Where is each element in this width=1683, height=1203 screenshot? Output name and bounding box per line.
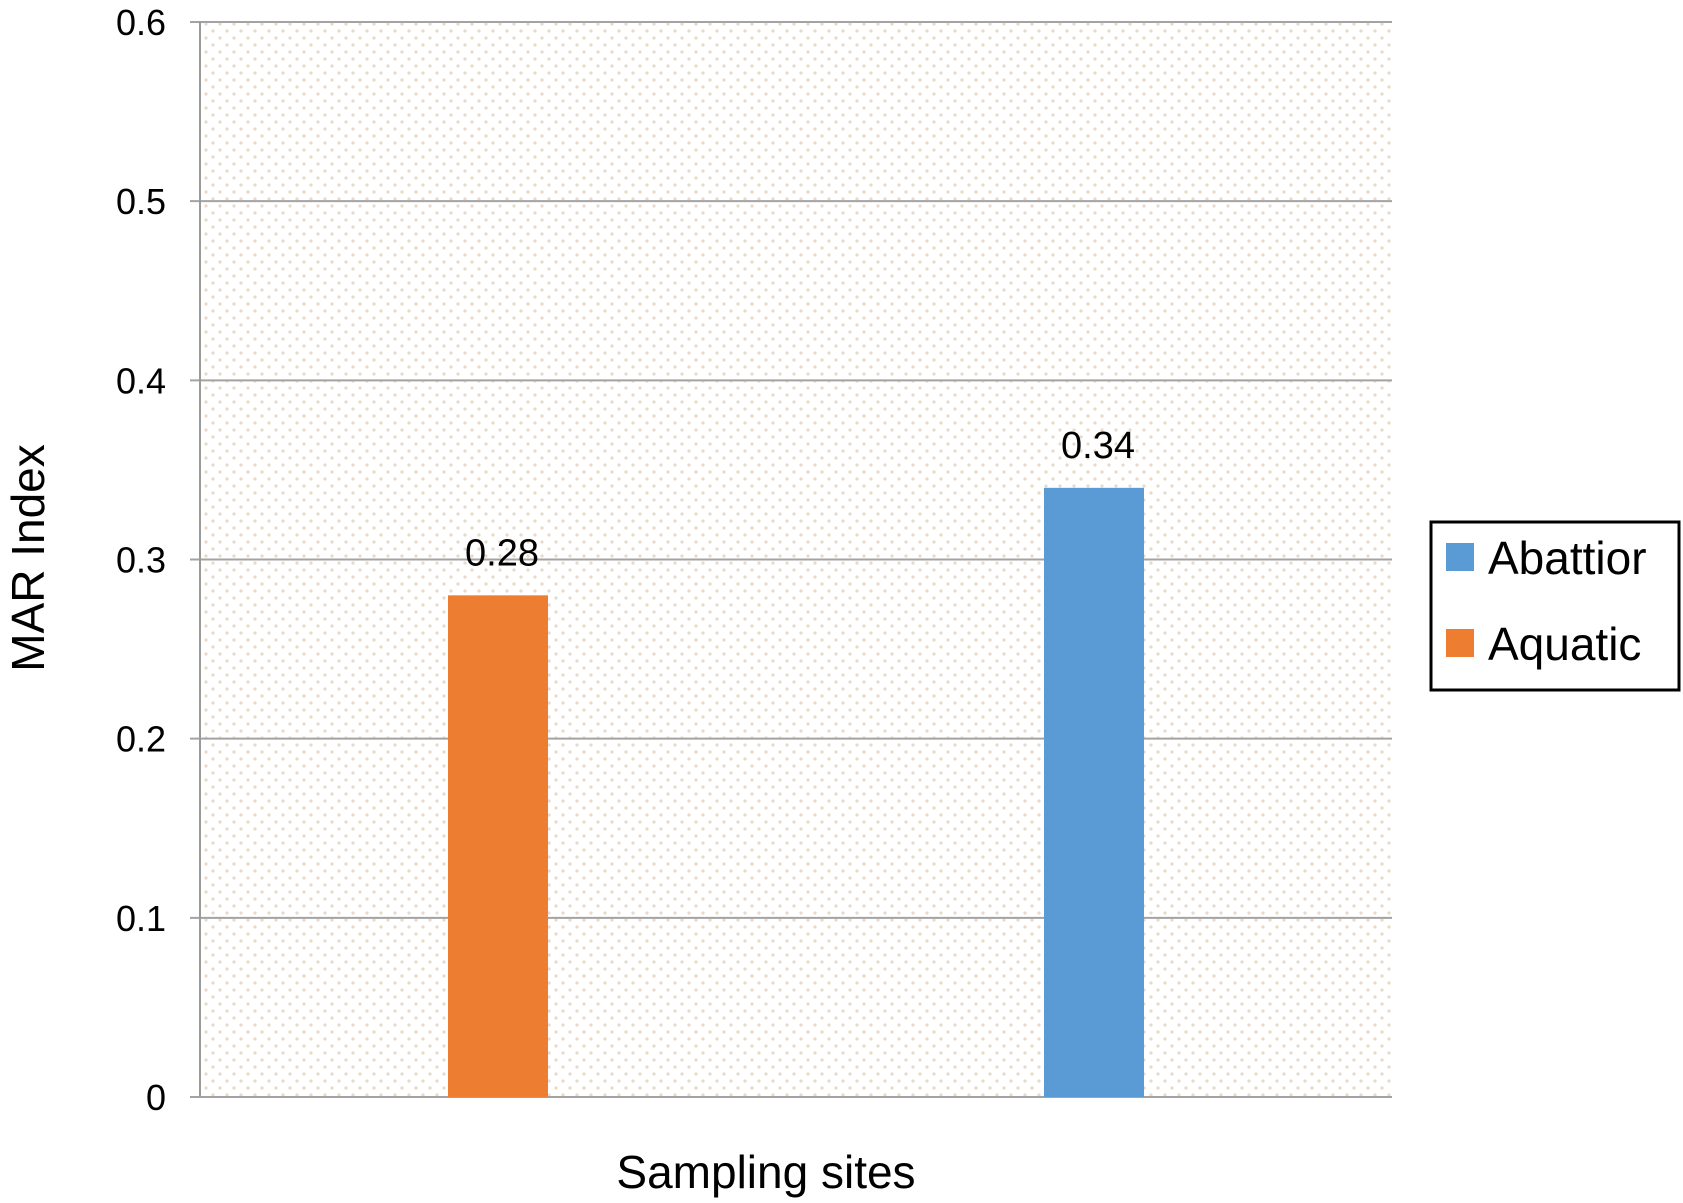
bars [448,487,1144,1097]
data-label-abattior: 0.34 [1061,425,1135,467]
data-label-aquatic: 0.28 [465,532,539,574]
legend-swatch-abattior [1446,543,1474,571]
y-tick-label-1: 0.1 [116,898,166,939]
y-axis-ticks: 0 0.1 0.2 0.3 0.4 0.5 0.6 [116,2,166,1118]
bar-aquatic [448,595,548,1097]
legend-swatch-aquatic [1446,629,1474,657]
y-tick-label-2: 0.2 [116,719,166,760]
legend-label-aquatic: Aquatic [1488,618,1641,670]
gridlines [190,21,1392,1098]
x-axis-title: Sampling sites [616,1146,915,1198]
bar-abattior [1044,487,1144,1097]
y-tick-label-6: 0.6 [116,2,166,43]
y-tick-label-0: 0 [146,1077,166,1118]
y-tick-label-4: 0.4 [116,360,166,401]
y-axis-title: MAR Index [2,444,54,672]
legend: Abattior Aquatic [1429,520,1681,692]
y-tick-label-3: 0.3 [116,540,166,581]
data-labels: 0.28 0.34 [465,425,1135,574]
legend-label-abattior: Abattior [1488,532,1647,584]
y-tick-label-5: 0.5 [116,181,166,222]
